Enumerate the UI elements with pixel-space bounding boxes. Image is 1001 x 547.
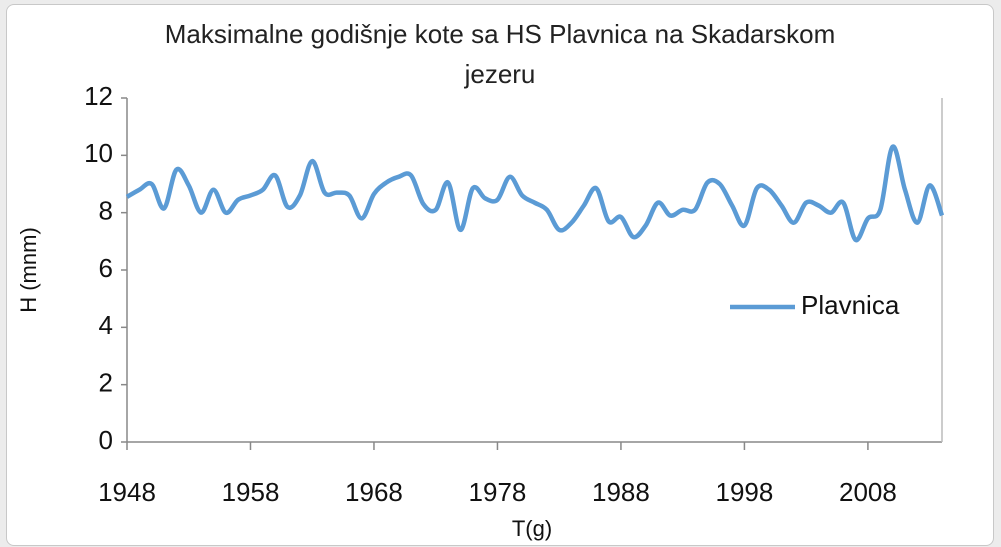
legend-label: Plavnica (801, 290, 900, 320)
y-tick-label: 10 (84, 138, 113, 168)
x-tick-label: 1968 (345, 477, 403, 507)
x-tick-label: 1988 (592, 477, 650, 507)
x-tick-label: 1978 (469, 477, 527, 507)
y-tick-label: 0 (99, 425, 113, 455)
y-tick-label: 12 (84, 81, 113, 111)
chart-frame (6, 4, 994, 546)
y-tick-label: 2 (99, 368, 113, 398)
x-tick-label: 2008 (839, 477, 897, 507)
y-axis-label: H (mnm) (16, 227, 41, 313)
x-tick-label: 1948 (98, 477, 156, 507)
x-tick-label: 1958 (222, 477, 280, 507)
y-tick-label: 6 (99, 253, 113, 283)
y-tick-label: 8 (99, 196, 113, 226)
data-line (125, 144, 945, 243)
x-tick-label: 1998 (716, 477, 774, 507)
y-tick-label: 4 (99, 310, 113, 340)
chart-title: Maksimalne godišnje kote sa HS Plavnica … (164, 19, 836, 89)
x-axis-label: T(g) (512, 516, 552, 541)
